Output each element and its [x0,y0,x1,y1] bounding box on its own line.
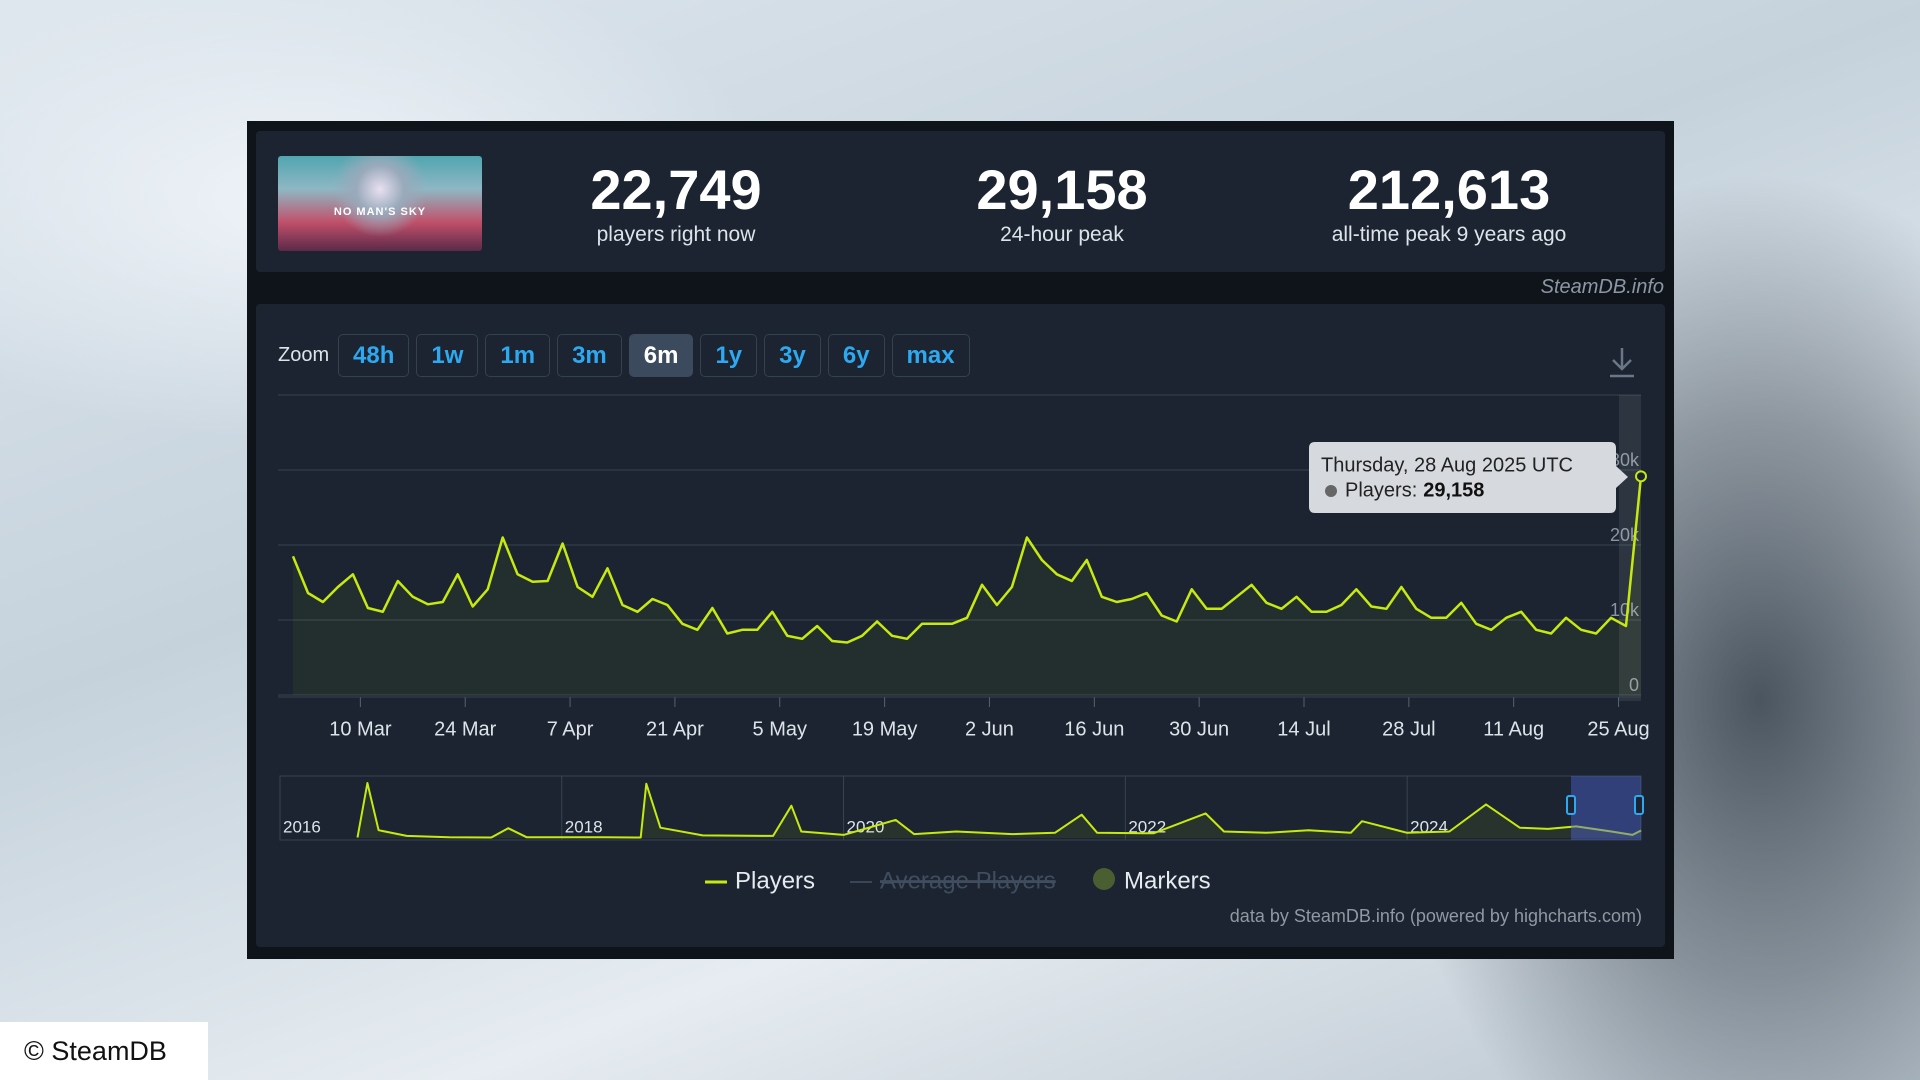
x-tick-label: 10 Mar [329,718,392,740]
x-tick-label: 24 Mar [434,718,497,740]
x-tick-label: 19 May [852,718,918,740]
y-tick-label: 20k [1610,525,1640,545]
zoom-buttons: 48h 1w 1m 3m 6m 1y 3y 6y max [338,334,970,377]
navigator-handle[interactable] [1566,795,1576,815]
stats-header [256,131,1665,272]
hover-point [1635,470,1647,483]
series-area [293,476,1641,695]
download-icon[interactable] [1606,344,1638,380]
legend-label[interactable]: Average Players [880,867,1056,894]
navigator-handle[interactable] [1634,795,1644,815]
y-tick-label: 10k [1610,600,1640,620]
legend-label[interactable]: Players [735,867,815,894]
navigator-label-bg [562,818,607,836]
tooltip-date: Thursday, 28 Aug 2025 UTC [1321,454,1573,476]
tooltip: Thursday, 28 Aug 2025 UTC Players: 29,158 [1309,442,1628,513]
series-line [291,476,1643,644]
series-line [356,782,1642,839]
zoom-button[interactable]: 1m [485,334,551,377]
x-tick-label: 11 Aug [1483,718,1544,740]
navigator-tick-label: 2018 [565,817,603,836]
zoom-button[interactable]: 6m [628,334,694,377]
y-tick-label: 30k [1610,450,1640,470]
x-tick-label: 14 Jul [1277,718,1330,740]
stat-label: 24-hour peak [1000,223,1124,246]
x-tick-label: 5 May [753,718,807,740]
copyright-box: © SteamDB [0,1022,208,1080]
zoom-button[interactable]: 6y [827,334,885,377]
x-tick-label: 28 Jul [1382,718,1435,740]
series-area [357,783,1641,838]
copyright: © SteamDB [24,1036,167,1066]
navigator-label-bg [281,818,325,836]
tooltip-value: 29,158 [1423,479,1484,501]
stat-value: 29,158 [976,158,1148,221]
legend-symbol [1093,868,1115,890]
zoom-button[interactable]: 3y [764,334,821,377]
navigator-tick-label: 2016 [283,817,321,836]
x-tick-label: 25 Aug [1587,718,1649,740]
source[interactable]: SteamDB.info [1540,276,1664,298]
zoom-label: Zoom [278,344,330,366]
tooltip-box [1309,442,1628,513]
credit[interactable]: data by SteamDB.info (powered by highcha… [1229,906,1642,926]
zoom-button[interactable]: 1y [700,334,758,377]
zoom-button[interactable]: 3m [557,334,622,377]
x-tick-label: 30 Jun [1169,718,1229,740]
legend-label[interactable]: Markers [1124,867,1211,894]
zoom-button[interactable]: 48h [338,334,410,377]
stat-label: players right now [596,223,756,246]
y-tick-label: 0 [1629,675,1639,695]
zoom-button[interactable]: 1w [416,334,479,377]
tooltip-dot [1325,485,1337,497]
zoom-button[interactable]: max [891,334,970,377]
game-image: NO MAN'S SKY [278,156,482,251]
navigator-mask [1571,776,1641,840]
tooltip-label: Players: [1345,479,1417,501]
x-tick-label: 7 Apr [547,718,594,740]
stat-label: all-time peak 9 years ago [1331,223,1567,246]
stat-value: 22,749 [590,158,762,221]
x-tick-label: 21 Apr [646,718,704,740]
x-tick-label: 16 Jun [1064,718,1124,740]
x-tick-label: 2 Jun [965,718,1014,740]
stat-value: 212,613 [1347,158,1551,221]
game-image-text: NO MAN'S SKY [333,206,427,218]
